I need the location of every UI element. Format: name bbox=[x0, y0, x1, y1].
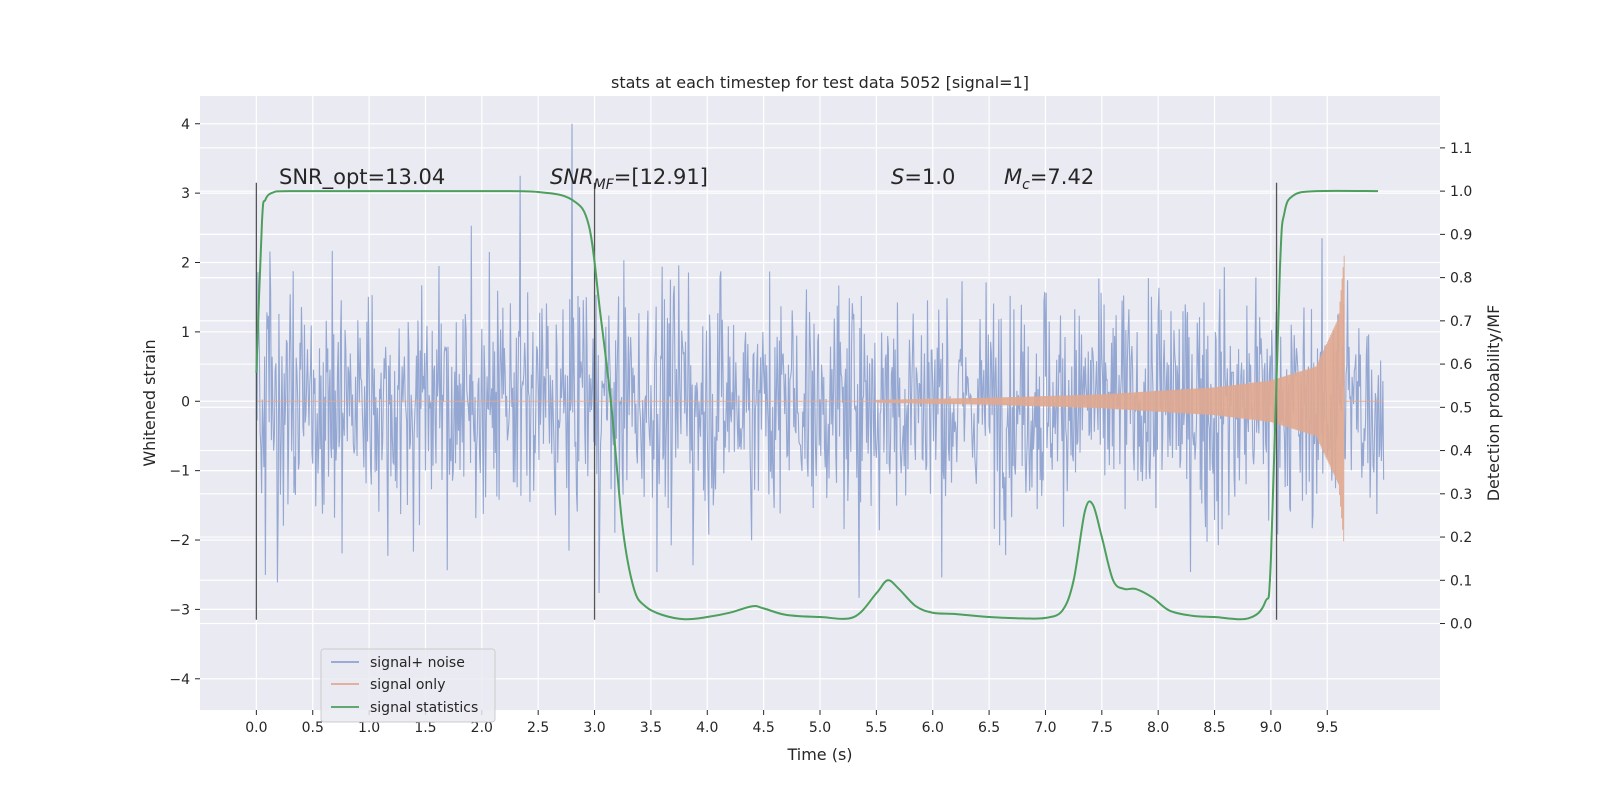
annotation-snr-mf: SNRMF=[12.91] bbox=[550, 165, 708, 193]
legend-label-signal-statistics: signal statistics bbox=[370, 700, 478, 716]
signal-noise-line bbox=[255, 123, 1385, 598]
x-tick-3: 1.5 bbox=[414, 720, 436, 736]
y2-tick-7: 0.4 bbox=[1450, 444, 1472, 460]
y2-tick-9: 0.2 bbox=[1450, 530, 1472, 546]
x-tick-8: 4.0 bbox=[696, 720, 718, 736]
legend-box bbox=[320, 648, 496, 723]
y-tick-5: −1 bbox=[169, 464, 190, 480]
signal-statistics-line bbox=[255, 189, 1379, 621]
y2-tick-5: 0.6 bbox=[1450, 357, 1472, 373]
x-tick-4: 2.0 bbox=[471, 720, 493, 736]
y2-tick-1: 1.0 bbox=[1450, 184, 1472, 200]
s-value: =1.0 bbox=[904, 165, 955, 189]
series-signal-statistics bbox=[255, 189, 1379, 621]
series-signal-only bbox=[256, 255, 1384, 542]
y-tick-4: 0 bbox=[181, 394, 190, 410]
x-tick-19: 9.5 bbox=[1316, 720, 1338, 736]
y2-tick-3: 0.8 bbox=[1450, 271, 1472, 287]
s-base: S bbox=[891, 165, 904, 189]
x-tick-10: 5.0 bbox=[809, 720, 831, 736]
y-tick-6: −2 bbox=[169, 533, 190, 549]
y-tick-2: 2 bbox=[181, 256, 190, 272]
x-tick-5: 2.5 bbox=[527, 720, 549, 736]
x-tick-14: 7.0 bbox=[1034, 720, 1056, 736]
snr-mf-sub: MF bbox=[594, 177, 615, 193]
y-tick-3: 1 bbox=[181, 325, 190, 341]
x-tick-12: 6.0 bbox=[922, 720, 944, 736]
annotation-mc: Mc=7.42 bbox=[1004, 165, 1094, 193]
snr-mf-value: =[12.91] bbox=[614, 165, 708, 189]
x-tick-0: 0.0 bbox=[245, 720, 267, 736]
legend-label-signal-only: signal only bbox=[370, 677, 445, 693]
x-axis-label: Time (s) bbox=[786, 745, 852, 764]
series-signal-noise bbox=[255, 123, 1385, 598]
y2-axis-label: Detection probability/MF bbox=[1484, 305, 1503, 502]
x-tick-15: 7.5 bbox=[1091, 720, 1113, 736]
legend: signal+ noise signal only signal statist… bbox=[320, 648, 496, 723]
y-axis-label: Whitened strain bbox=[140, 339, 159, 466]
x-tick-11: 5.5 bbox=[865, 720, 887, 736]
y2-tick-2: 0.9 bbox=[1450, 227, 1472, 243]
y-tick-labels: 4 3 2 1 0 −1 −2 −3 −4 bbox=[169, 117, 200, 688]
mc-sub: c bbox=[1022, 177, 1030, 193]
x-tick-1: 0.5 bbox=[302, 720, 324, 736]
y-tick-1: 3 bbox=[181, 186, 190, 202]
x-tick-17: 8.5 bbox=[1203, 720, 1225, 736]
x-tick-7: 3.5 bbox=[640, 720, 662, 736]
y2-tick-4: 0.7 bbox=[1450, 314, 1472, 330]
x-tick-13: 6.5 bbox=[978, 720, 1000, 736]
mc-base: M bbox=[1004, 165, 1022, 189]
y2-tick-6: 0.5 bbox=[1450, 400, 1472, 416]
signal-only-line bbox=[256, 255, 1384, 542]
snr-mf-base: SNR bbox=[550, 165, 594, 189]
chart-title: stats at each timestep for test data 505… bbox=[611, 73, 1029, 92]
annotation-s: S=1.0 bbox=[891, 165, 955, 189]
x-tick-18: 9.0 bbox=[1260, 720, 1282, 736]
y-tick-7: −3 bbox=[169, 602, 190, 618]
x-tick-6: 3.0 bbox=[583, 720, 605, 736]
y2-tick-11: 0.0 bbox=[1450, 617, 1472, 633]
y2-tick-8: 0.3 bbox=[1450, 487, 1472, 503]
legend-label-signal-noise: signal+ noise bbox=[370, 655, 465, 671]
x-tick-labels: 0.0 0.5 1.0 1.5 2.0 2.5 3.0 3.5 4.0 4.5 5.0 5.5 6.0 6… bbox=[245, 710, 1338, 736]
y-tick-0: 4 bbox=[181, 117, 190, 133]
y2-tick-labels: 1.1 1.0 0.9 0.8 0.7 0.6 0.5 0.4 0.3 0.2 0.1 0.0 bbox=[1440, 141, 1472, 633]
y2-tick-10: 0.1 bbox=[1450, 573, 1472, 589]
annotation-snr-opt: SNR_opt=13.04 bbox=[279, 165, 445, 190]
x-tick-16: 8.0 bbox=[1147, 720, 1169, 736]
y-tick-8: −4 bbox=[169, 672, 190, 688]
y2-tick-0: 1.1 bbox=[1450, 141, 1472, 157]
x-tick-9: 4.5 bbox=[753, 720, 775, 736]
mc-value: =7.42 bbox=[1030, 165, 1094, 189]
x-tick-2: 1.0 bbox=[358, 720, 380, 736]
